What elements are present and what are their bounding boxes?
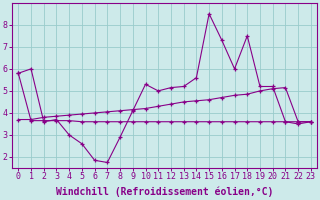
- X-axis label: Windchill (Refroidissement éolien,°C): Windchill (Refroidissement éolien,°C): [56, 187, 273, 197]
